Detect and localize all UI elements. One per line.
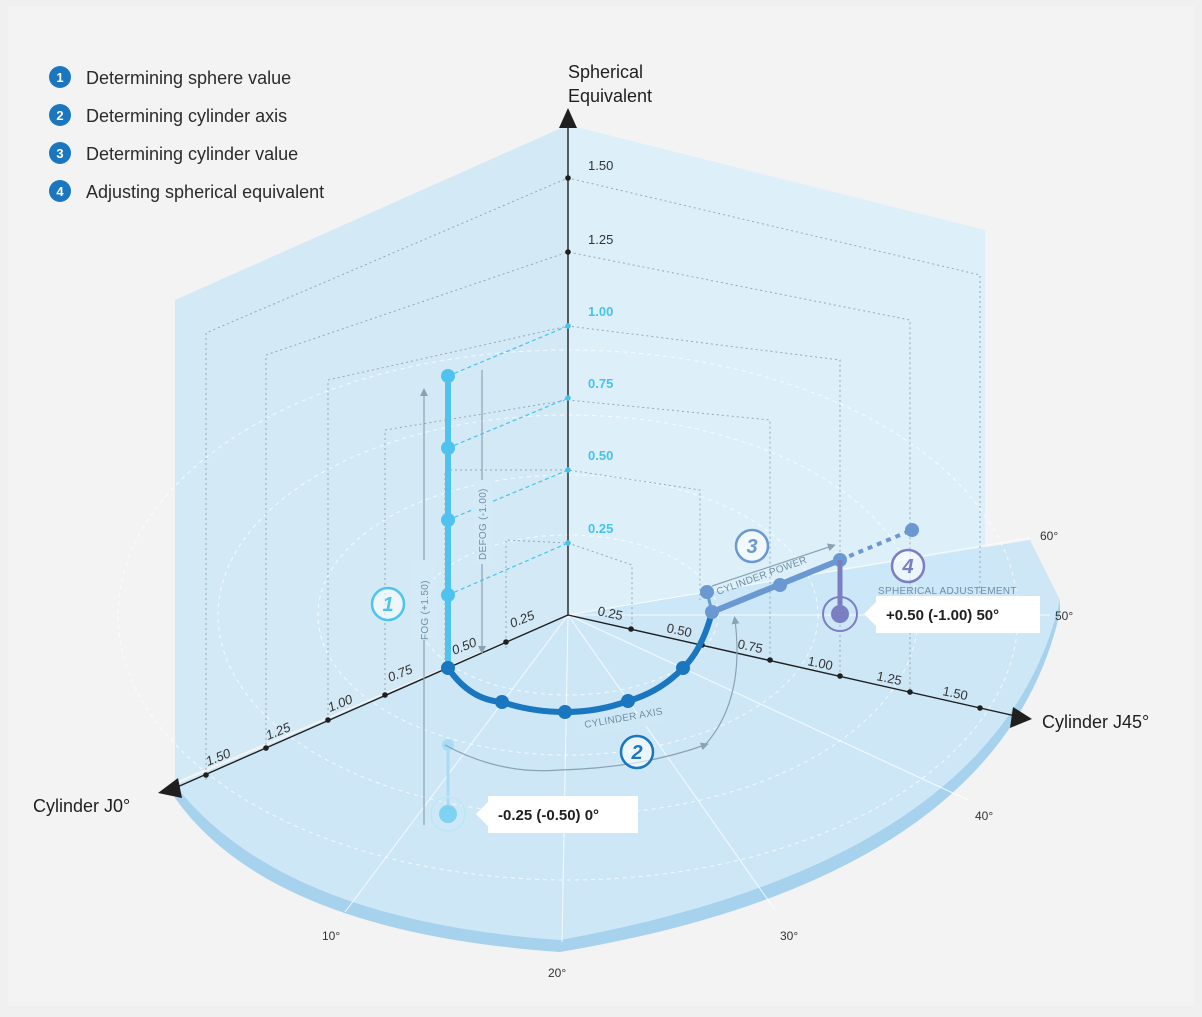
- j45-tick-label: 0.25: [596, 603, 624, 623]
- step-marker-4: 4: [890, 548, 926, 584]
- j45-tick-label: 1.50: [941, 683, 969, 703]
- legend-badge: [49, 104, 71, 126]
- step2-nodes: [441, 661, 690, 719]
- legend-num: 1: [56, 70, 63, 85]
- se-tick-label: 1.50: [588, 158, 613, 173]
- legend-item: 3 Determining cylinder value: [49, 142, 298, 164]
- se-axis-title: Equivalent: [568, 86, 652, 106]
- legend-num: 4: [56, 184, 64, 199]
- se-tick-label: 0.75: [588, 376, 613, 391]
- defog-label: DEFOG (-1.00): [478, 488, 489, 560]
- legend-item: 1 Determining sphere value: [49, 66, 291, 88]
- floor-plane: [175, 540, 1060, 940]
- final-point-ring: [822, 596, 858, 632]
- j45-axis-title: Cylinder J45°: [1042, 712, 1149, 732]
- j45-axis-arrow: [1010, 707, 1032, 728]
- back-wall-left: [175, 125, 568, 782]
- step4-node: [905, 523, 919, 537]
- j45-tick-label: 1.25: [875, 668, 903, 688]
- start-prescription-callout: -0.25 (-0.50) 0°: [476, 796, 638, 833]
- legend-badge: [49, 180, 71, 202]
- final-prescription-callout: +0.50 (-1.00) 50°: [864, 596, 1040, 633]
- j0-axis-title: Cylinder J0°: [33, 796, 130, 816]
- se-axis-arrow: [559, 108, 577, 128]
- step-marker-3: 3: [734, 528, 770, 564]
- step4-dashed-path: [839, 528, 913, 562]
- angle-label: 30°: [780, 929, 798, 943]
- j45-tick-label: 1.00: [806, 653, 834, 673]
- legend-num: 3: [56, 146, 63, 161]
- angle-label: 20°: [548, 966, 566, 980]
- axes-lines: [174, 125, 1021, 789]
- start-prescription: -0.25 (-0.50) 0°: [498, 807, 599, 824]
- j45-tick-label: 0.75: [736, 636, 764, 656]
- start-point-ring: [430, 796, 466, 832]
- axis-tick-dots-blue: [565, 323, 571, 546]
- legend-item: 4 Adjusting spherical equivalent: [49, 180, 324, 202]
- se-tick-label: 1.25: [588, 232, 613, 247]
- legend: 1 Determining sphere value 2 Determining…: [49, 66, 324, 202]
- final-point: [831, 605, 849, 623]
- final-prescription: +0.50 (-1.00) 50°: [886, 607, 999, 624]
- j0-axis-arrow: [158, 778, 182, 798]
- se-tick-label: 0.25: [588, 521, 613, 536]
- angle-label: 10°: [322, 929, 340, 943]
- spherical-adjustment-label: SPHERICAL ADJUSTEMENT: [878, 586, 1017, 597]
- angle-label: 60°: [1040, 529, 1058, 543]
- step-marker-3-label: 3: [746, 536, 757, 558]
- step-marker-2-label: 2: [630, 742, 642, 764]
- step-marker-4-label: 4: [901, 556, 913, 578]
- legend-badge: [49, 66, 71, 88]
- cylinder-power-arrow: [711, 543, 836, 587]
- se-axis-title: Spherical: [568, 62, 643, 82]
- sphere-guide-lines: [447, 325, 569, 596]
- legend-item: 2 Determining cylinder axis: [49, 104, 287, 126]
- step-marker-1-label: 1: [382, 594, 393, 616]
- legend-label: Determining cylinder axis: [86, 106, 287, 126]
- se-tick-label: 0.50: [588, 448, 613, 463]
- se-tick-label: 1.00: [588, 304, 613, 319]
- cylinder-axis-label-bg: [581, 708, 665, 738]
- back-wall-right: [568, 125, 985, 615]
- legend-label: Adjusting spherical equivalent: [86, 182, 324, 202]
- legend-num: 2: [56, 108, 63, 123]
- floor-rim: [175, 600, 1060, 952]
- legend-label: Determining sphere value: [86, 68, 291, 88]
- legend-label: Determining cylinder value: [86, 144, 298, 164]
- step-marker-2: 2: [619, 734, 655, 770]
- j45-tick-label: 0.50: [665, 620, 693, 640]
- start-point: [439, 805, 457, 823]
- step1-nodes: [441, 369, 455, 602]
- angle-label: 40°: [975, 809, 993, 823]
- cylinder-axis-guide: [444, 742, 709, 772]
- fog-label: FOG (+1.50): [420, 580, 431, 640]
- legend-badge: [49, 142, 71, 164]
- cylinder-axis-guide-tail: [704, 616, 740, 746]
- step-marker-1: 1: [370, 586, 406, 622]
- defog-label-bg: [474, 480, 492, 564]
- angle-label: 50°: [1055, 609, 1073, 623]
- fog-label-bg: [414, 560, 434, 640]
